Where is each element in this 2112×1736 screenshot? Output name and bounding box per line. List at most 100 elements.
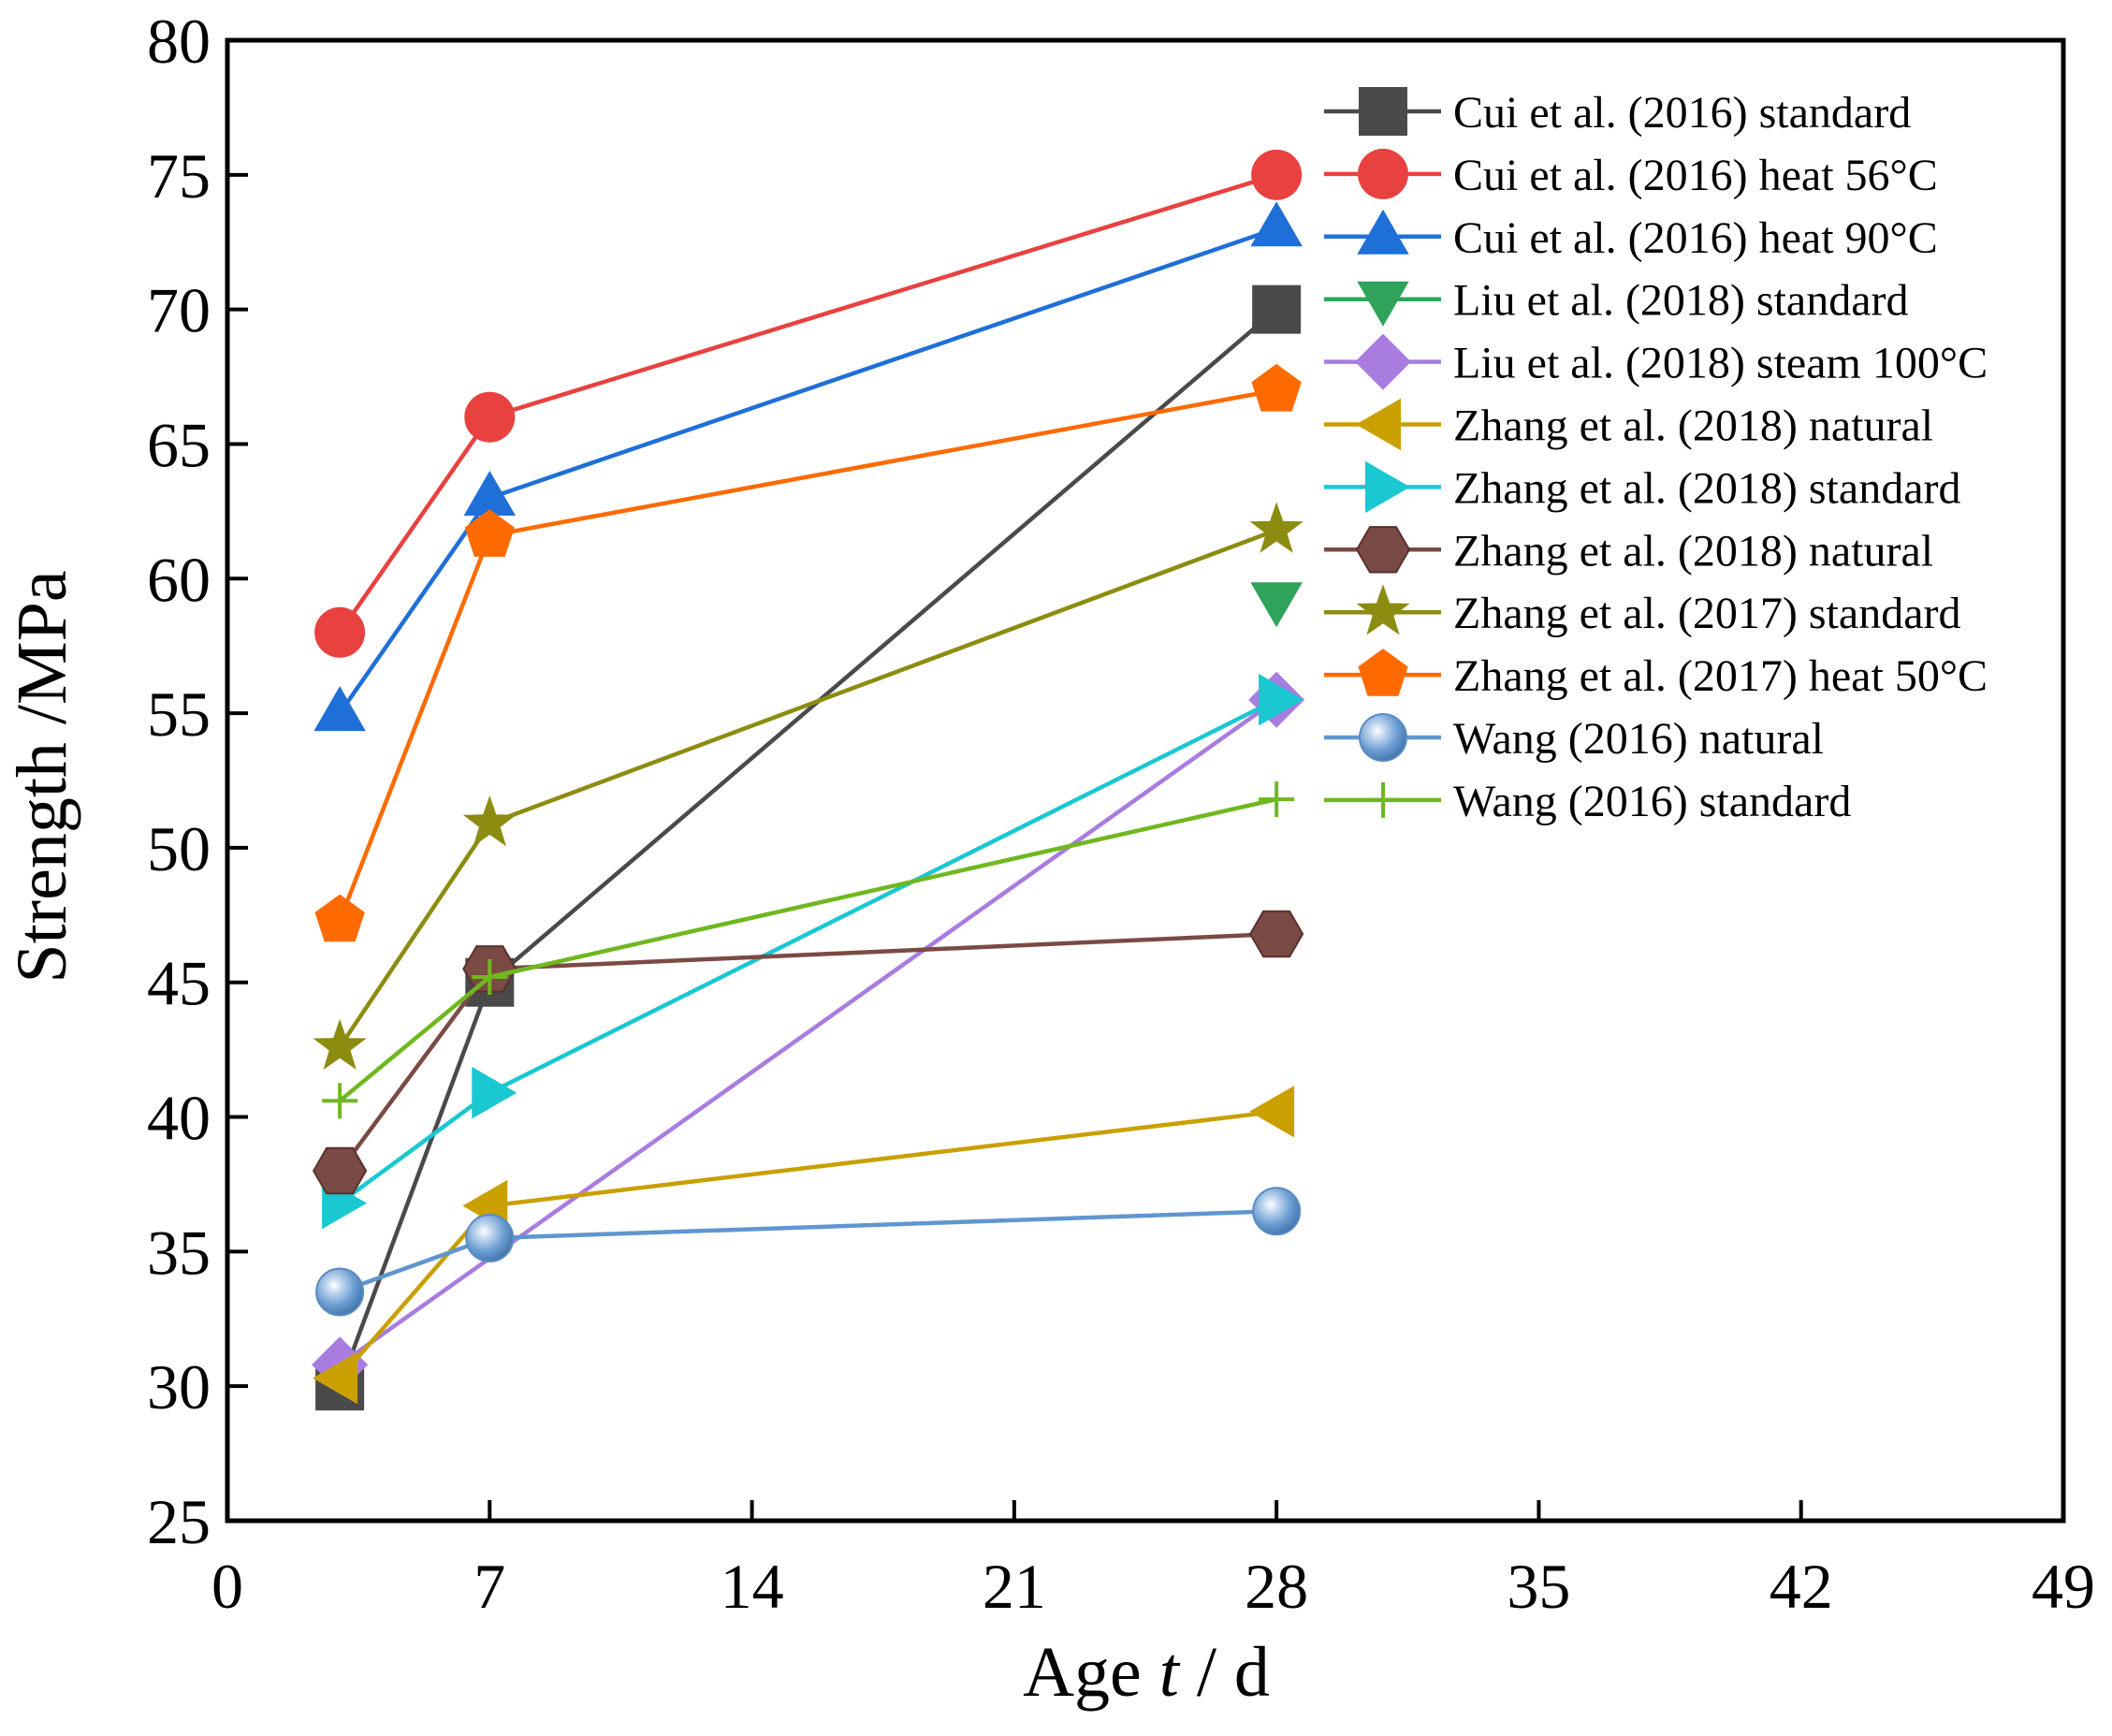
data-point <box>1252 284 1302 334</box>
legend-item: Cui et al. (2016) heat 56°C <box>1324 148 1938 200</box>
series-12 <box>322 781 1295 1119</box>
data-point <box>472 1066 517 1119</box>
legend-item: Cui et al. (2016) heat 90°C <box>1324 209 1938 263</box>
series-9 <box>313 502 1304 1070</box>
x-tick-label: 49 <box>2032 1551 2095 1622</box>
data-point <box>1251 149 1303 200</box>
y-tick-label: 35 <box>147 1217 211 1288</box>
series-10 <box>314 363 1302 942</box>
legend-label: Zhang et al. (2018) natural <box>1453 401 1933 451</box>
y-tick-label: 30 <box>147 1351 211 1422</box>
legend-label: Liu et al. (2018) steam 100°C <box>1453 339 1988 388</box>
x-axis-label: Age t / d <box>1023 1633 1270 1712</box>
legend-item: Liu et al. (2018) standard <box>1324 276 1909 327</box>
series-line <box>338 226 1277 715</box>
series-layer <box>312 149 1305 1411</box>
x-axis-label-prefix: Age <box>1023 1633 1159 1712</box>
legend-marker <box>1365 781 1401 818</box>
data-point <box>472 958 508 995</box>
legend-marker <box>1365 460 1410 514</box>
y-tick-label: 70 <box>147 275 211 346</box>
data-point <box>313 1351 358 1405</box>
x-tick-label: 0 <box>211 1551 243 1622</box>
x-tick-label: 14 <box>721 1551 784 1622</box>
legend-label: Zhang et al. (2018) standard <box>1453 463 1960 513</box>
series-5 <box>312 671 1305 1393</box>
x-tick-label: 42 <box>1770 1551 1833 1622</box>
legend-marker <box>1357 281 1409 327</box>
data-point <box>1249 502 1304 553</box>
y-tick-label: 65 <box>147 409 211 480</box>
data-point <box>312 1146 368 1195</box>
legend-item: Cui et al. (2016) standard <box>1324 87 1911 138</box>
y-tick-label: 80 <box>147 6 211 77</box>
series-line <box>338 697 1278 1367</box>
legend-label: Cui et al. (2016) heat 56°C <box>1453 151 1938 200</box>
y-tick-label: 45 <box>147 948 211 1019</box>
data-point <box>313 1018 367 1070</box>
legend-marker <box>1359 87 1407 136</box>
y-axis-label: Strength /MPa <box>3 570 81 983</box>
legend-item: Zhang et al. (2017) standard <box>1324 584 1960 638</box>
data-point <box>1251 363 1302 412</box>
x-tick-label: 21 <box>983 1551 1046 1622</box>
legend-marker <box>1358 148 1408 199</box>
data-point <box>463 471 516 516</box>
y-tick-label: 75 <box>147 140 211 212</box>
x-tick-label: 28 <box>1245 1551 1308 1622</box>
axes-layer: 0 7 14 21 28 35 42 49 25 30 35 40 45 50 55 60 65 70 75 80 <box>147 6 2095 1622</box>
data-point <box>1259 781 1295 818</box>
data-point <box>1250 582 1303 628</box>
plot-frame <box>225 37 2066 1524</box>
series-6 <box>313 1086 1295 1405</box>
x-axis-label-suffix: / d <box>1179 1633 1270 1712</box>
legend-marker <box>1359 713 1407 762</box>
series-2 <box>314 149 1303 658</box>
data-point <box>322 1083 358 1119</box>
y-tick-label: 60 <box>147 544 211 615</box>
y-tick-label: 40 <box>147 1083 211 1154</box>
data-point <box>464 391 516 443</box>
legend-marker <box>1358 649 1408 696</box>
legend-label: Zhang et al. (2017) heat 50°C <box>1453 651 1988 701</box>
series-11 <box>315 1187 1302 1317</box>
legend-item: Zhang et al. (2018) natural <box>1324 526 1933 576</box>
legend-label: Liu et al. (2018) standard <box>1453 276 1909 326</box>
x-tick-label: 35 <box>1507 1551 1570 1622</box>
legend-item: Zhang et al. (2017) heat 50°C <box>1324 649 1988 701</box>
legend-label: Cui et al. (2016) heat 90°C <box>1453 213 1938 263</box>
series-4 <box>1250 582 1303 628</box>
x-axis-label-variable: t <box>1159 1633 1181 1712</box>
legend-item: Wang (2016) standard <box>1324 777 1851 826</box>
series-3 <box>313 201 1303 732</box>
data-point <box>314 606 366 658</box>
data-point <box>465 1213 515 1262</box>
y-tick-label: 55 <box>147 678 211 750</box>
data-point <box>1252 1187 1302 1236</box>
series-7 <box>322 674 1304 1230</box>
legend-label: Wang (2016) natural <box>1453 714 1824 764</box>
legend-label: Zhang et al. (2018) natural <box>1453 526 1933 576</box>
legend-item: Zhang et al. (2018) standard <box>1324 460 1960 514</box>
data-point <box>313 686 366 732</box>
data-point <box>1248 910 1304 958</box>
legend-label: Wang (2016) standard <box>1453 777 1851 826</box>
data-point <box>314 894 365 942</box>
x-tick-label: 7 <box>473 1551 505 1622</box>
legend-marker <box>1356 398 1401 451</box>
legend-marker <box>1357 209 1409 255</box>
legend-label: Cui et al. (2016) standard <box>1453 88 1911 138</box>
legend-marker <box>1355 333 1411 390</box>
legend-item: Liu et al. (2018) steam 100°C <box>1324 333 1988 390</box>
data-point <box>1259 674 1304 726</box>
data-point <box>462 795 517 847</box>
data-point <box>1249 1086 1295 1138</box>
y-tick-label: 50 <box>147 813 211 884</box>
legend-item: Zhang et al. (2018) natural <box>1324 398 1933 451</box>
y-tick-label: 25 <box>147 1486 211 1557</box>
data-point <box>315 1267 365 1317</box>
legend-marker <box>1356 584 1410 635</box>
legend: Cui et al. (2016) standard Cui et al. (20… <box>1324 87 1988 826</box>
data-point <box>464 509 515 557</box>
